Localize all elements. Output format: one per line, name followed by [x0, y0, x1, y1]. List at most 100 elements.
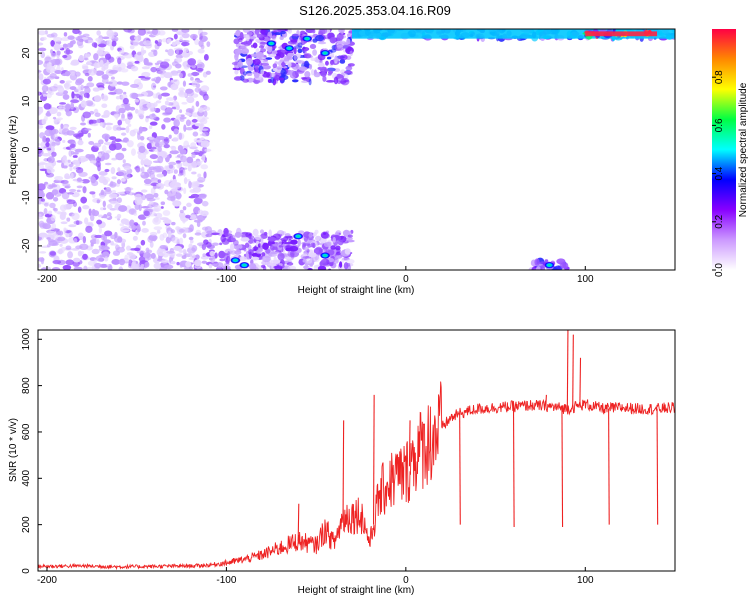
heatmap-cell [95, 255, 104, 262]
heatmap-cell [274, 265, 283, 270]
heatmap-cell [149, 241, 154, 248]
heatmap-cell [96, 49, 104, 56]
heatmap-cell [78, 30, 82, 35]
heatmap-cell [117, 170, 127, 177]
heatmap-cell [210, 232, 220, 236]
heatmap-cell [154, 142, 160, 147]
heatmap-cell [540, 264, 546, 270]
heatmap-cell [180, 114, 185, 118]
colorbar-tick-label: 0.8 [714, 70, 725, 84]
snr-spike [656, 408, 659, 525]
snr-x-tick-label: -200 [37, 575, 57, 586]
heatmap-cell [88, 68, 97, 76]
heatmap-cell [144, 171, 152, 178]
heatmap-cell [156, 173, 164, 178]
heatmap-cell [322, 75, 327, 82]
heatmap-cell [56, 50, 61, 56]
heatmap-cell [111, 31, 119, 36]
snr-plot-area [38, 330, 675, 571]
heatmap-cell [279, 53, 285, 58]
heatmap-cell [122, 137, 129, 143]
heatmap-cell [49, 251, 56, 256]
heatmap-cell [45, 125, 55, 131]
heatmap-cell [170, 260, 176, 265]
heatmap-cell [307, 267, 313, 270]
heatmap-cell [116, 179, 121, 185]
heatmap-cell [260, 237, 264, 242]
heatmap-cell [60, 37, 70, 42]
heatmap-cell [171, 41, 177, 46]
heatmap-cell [122, 159, 126, 164]
heatmap-cell [65, 109, 72, 117]
heatmap-cell [72, 29, 80, 35]
heatmap-cell [196, 214, 206, 222]
heatmap-cell [62, 43, 68, 48]
heatmap-hotspot [284, 45, 295, 52]
heatmap-cell [256, 33, 264, 39]
heatmap-cell [118, 205, 128, 212]
heatmap-cell [345, 258, 355, 264]
heatmap-cell [82, 33, 90, 37]
heatmap-cell [166, 250, 175, 254]
heatmap-cell [82, 65, 89, 70]
heatmap-cell [176, 261, 180, 266]
heatmap-cell [287, 251, 295, 257]
heatmap-cell [98, 139, 104, 145]
heatmap-cell [42, 223, 51, 230]
heatmap-cell [191, 182, 199, 189]
heatmap-cell [76, 185, 83, 189]
heatmap-cell [329, 59, 334, 66]
heatmap-cell [325, 60, 329, 66]
heatmap-cell [141, 71, 151, 78]
heatmap-cell [178, 87, 185, 93]
heatmap-cell [164, 100, 170, 106]
heatmap-cell [87, 132, 91, 138]
heatmap-cell [202, 116, 209, 120]
heatmap-hotspot [320, 252, 331, 259]
heatmap-cell [138, 145, 146, 154]
heatmap-cell [252, 246, 259, 251]
heatmap-cell [52, 196, 59, 202]
heatmap-cell [279, 77, 285, 81]
heatmap-cell [136, 82, 143, 90]
heatmap-cell [116, 81, 123, 85]
heatmap-cell [219, 242, 223, 246]
heatmap-cell [48, 184, 58, 188]
colorbar-tick-label: 0.4 [714, 166, 725, 180]
heatmap-cell [143, 178, 152, 185]
heatmap-cell [178, 237, 184, 245]
snr-x-tick-label: 100 [577, 575, 594, 586]
snr-spike [342, 420, 345, 518]
heatmap-cell [203, 110, 208, 118]
heatmap-cell [75, 245, 83, 250]
heatmap-cell [38, 59, 44, 65]
heatmap-cell [188, 243, 193, 249]
heatmap-cell [287, 61, 292, 68]
snr-y-tick-label: 600 [21, 423, 32, 440]
heatmap-cell [192, 131, 199, 137]
heatmap-cell [144, 261, 150, 268]
heatmap-cell [116, 126, 123, 131]
heatmap-cell [347, 234, 353, 238]
heatmap-cell [123, 29, 133, 33]
snr-x-tick-label: 0 [403, 575, 409, 586]
heatmap-cell [87, 39, 94, 44]
heatmap-cell [70, 172, 74, 179]
heatmap-cell [54, 210, 62, 214]
heatmap-cell [143, 210, 150, 217]
heatmap-cell [150, 66, 157, 73]
heatmap-cell [325, 79, 335, 83]
heatmap-y-tick-label: -20 [21, 238, 32, 253]
heatmap-cell [167, 230, 172, 238]
heatmap-cell [185, 261, 192, 268]
heatmap-cell [206, 41, 211, 47]
heatmap-cell [242, 71, 248, 76]
heatmap-cell [140, 264, 145, 267]
heatmap-cell [320, 71, 327, 77]
heatmap-cell [145, 247, 150, 254]
heatmap-cell [267, 236, 277, 242]
heatmap-cell [219, 258, 226, 262]
heatmap-cell [122, 97, 129, 105]
heatmap-hotspot [230, 257, 241, 264]
heatmap-cell [94, 95, 102, 103]
